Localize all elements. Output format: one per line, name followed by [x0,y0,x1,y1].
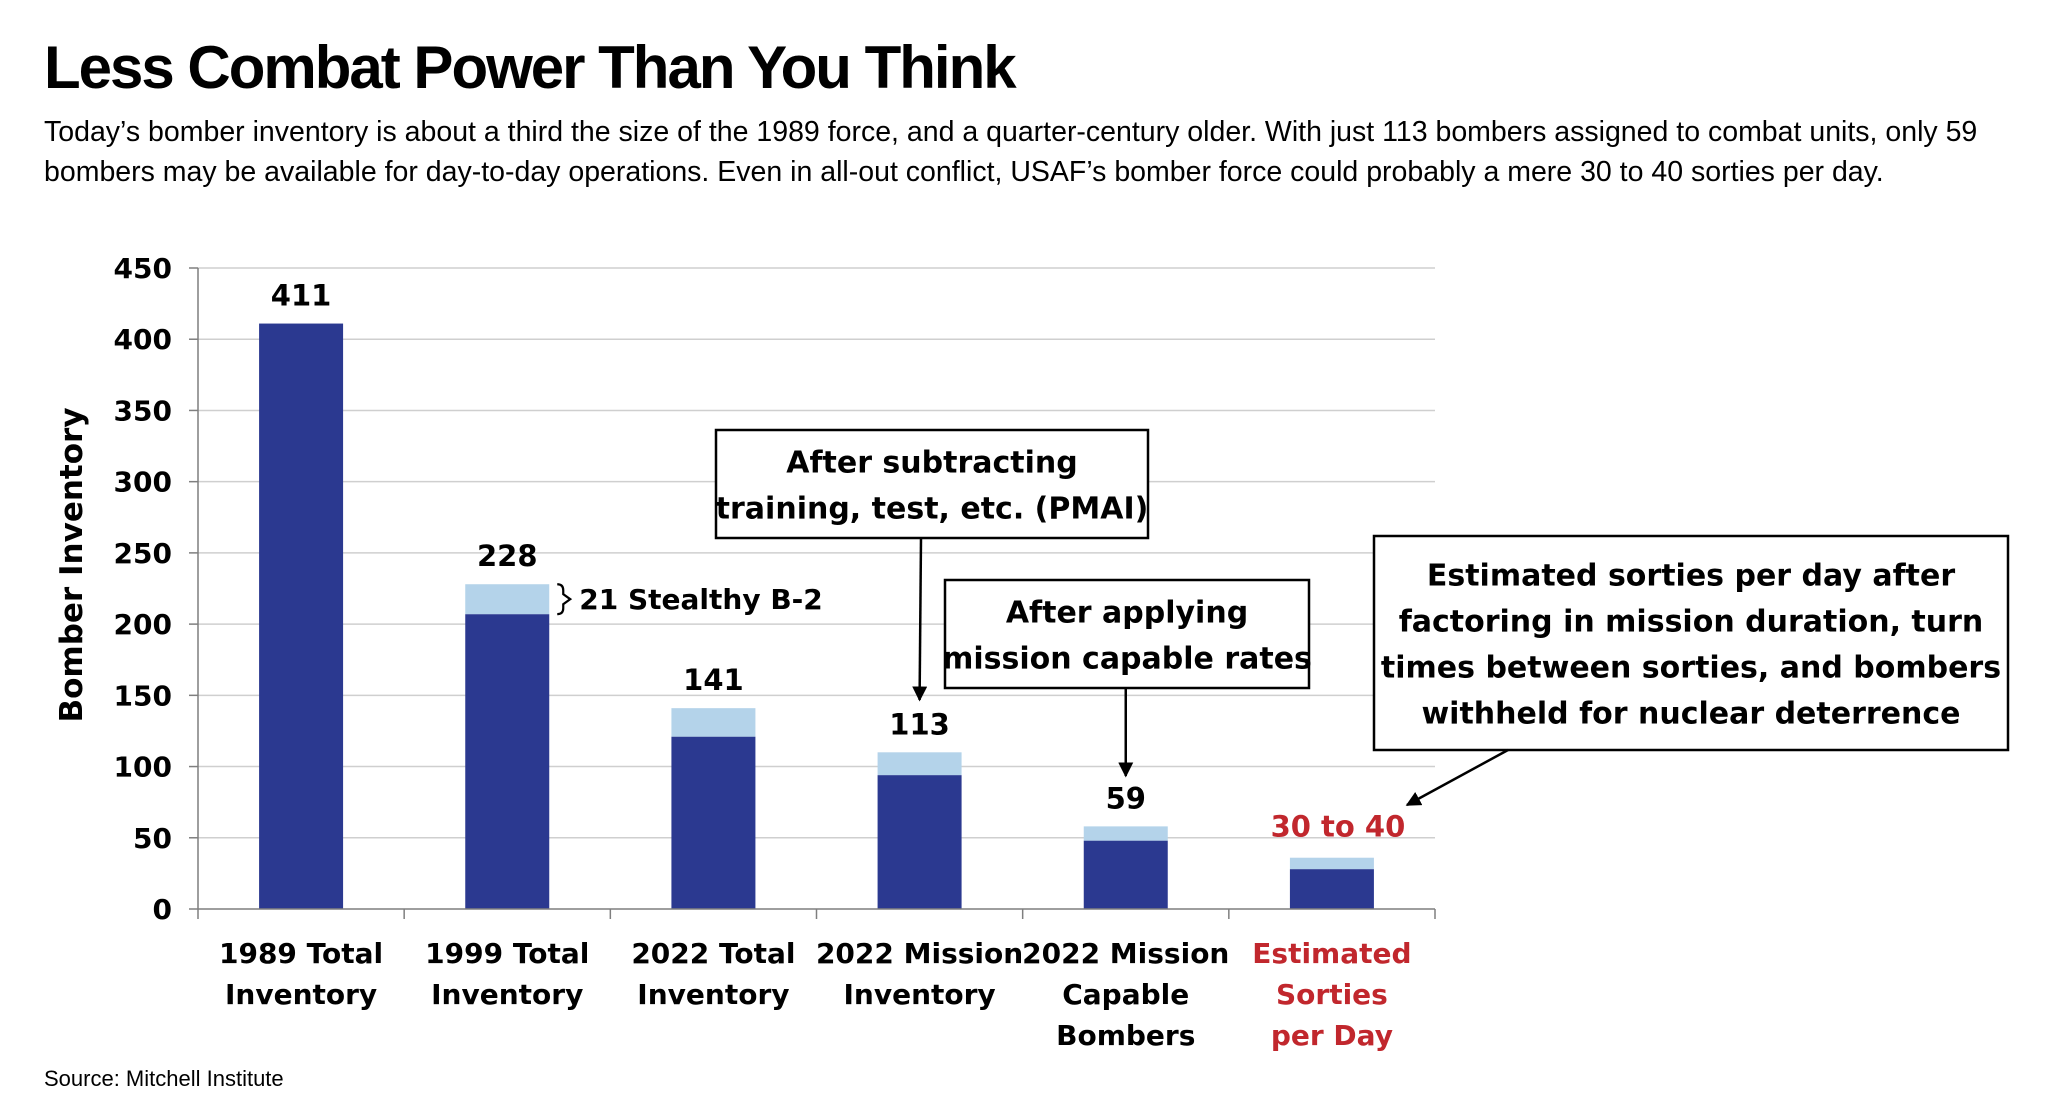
bar-light-4 [877,752,962,776]
category-label: Capable [1062,978,1189,1011]
y-tick-label: 150 [114,679,172,712]
sorties-callout-text: withheld for nuclear deterrence [1421,697,1960,732]
chart-subtitle: Today’s bomber inventory is about a thir… [44,116,1978,188]
bar-dark-6 [1289,869,1374,909]
gridlines [198,267,1435,839]
category-label: 1999 Total [425,937,589,970]
chart-title: Less Combat Power Than You Think [44,34,1017,101]
y-tick-label: 50 [133,822,172,855]
category-label: per Day [1271,1019,1393,1052]
mc-callout-text: mission capable rates [942,642,1312,677]
value-label-5: 59 [1106,781,1146,815]
pmai-callout-text: training, test, etc. (PMAI) [716,492,1149,527]
category-label: Inventory [637,978,789,1011]
sorties-arrow [1405,748,1509,807]
value-label-1: 411 [271,279,332,313]
mc-callout-box [943,578,1311,690]
category-label: Inventory [843,978,995,1011]
y-tick-label: 450 [114,252,172,285]
pmai-callout-text: After subtracting [786,446,1078,481]
y-tick-label: 100 [114,751,172,784]
category-label: 1989 Total [219,937,383,970]
value-label-2: 228 [477,539,538,573]
sorties-callout-text: times between sorties, and bombers [1381,651,2001,686]
bar-dark-2 [465,614,550,909]
bar-light-3 [671,708,756,737]
category-label: 2022 Mission [1022,937,1229,970]
category-label: 2022 Mission [816,937,1023,970]
mc-callout-text: After applying [1006,596,1248,631]
sorties-callout-text: Estimated sorties per day after [1427,559,1955,594]
axes: 0 50 100 150 200 250 300 350 400 450 [114,252,1436,926]
y-tick-label: 350 [114,394,172,427]
bars [259,323,1374,909]
category-label: Inventory [225,978,377,1011]
y-tick-label: 300 [114,466,172,499]
b2-bracket [557,583,573,616]
annotations: 21 Stealthy B-2 After subtracting training… [557,428,2010,807]
bar-light-2 [465,584,550,615]
bar-light-5 [1083,826,1168,841]
source-note: Source: Mitchell Institute [44,1066,284,1091]
pmai-callout-box [714,428,1150,540]
category-label: Bombers [1056,1019,1195,1052]
value-labels: 411 228 141 113 59 30 to 40 [271,279,1405,844]
pmai-arrow [912,537,928,702]
category-label: 2022 Total [631,937,795,970]
sorties-callout-box [1372,534,2010,752]
bar-dark-3 [671,736,756,909]
y-tick-label: 200 [114,608,172,641]
category-label: Inventory [431,978,583,1011]
bar-light-6 [1289,857,1374,870]
b2-bracket-label: 21 Stealthy B-2 [579,583,823,616]
category-label: Sorties [1276,978,1388,1011]
y-tick-label: 0 [153,893,172,926]
value-label-3: 141 [683,663,744,697]
category-labels: 1989 Total Inventory 1999 Total Inventory 20… [219,937,1412,1052]
bar-dark-5 [1083,840,1168,909]
y-axis-label: Bomber Inventory [54,407,90,722]
y-tick-label: 250 [114,537,172,570]
category-label: Estimated [1252,937,1411,970]
bar-dark-4 [877,775,962,909]
bar-dark-1 [259,323,344,909]
value-label-4: 113 [889,707,950,741]
sorties-callout-text: factoring in mission duration, turn [1399,605,1984,640]
value-label-6: 30 to 40 [1271,810,1406,844]
y-tick-label: 400 [114,323,172,356]
